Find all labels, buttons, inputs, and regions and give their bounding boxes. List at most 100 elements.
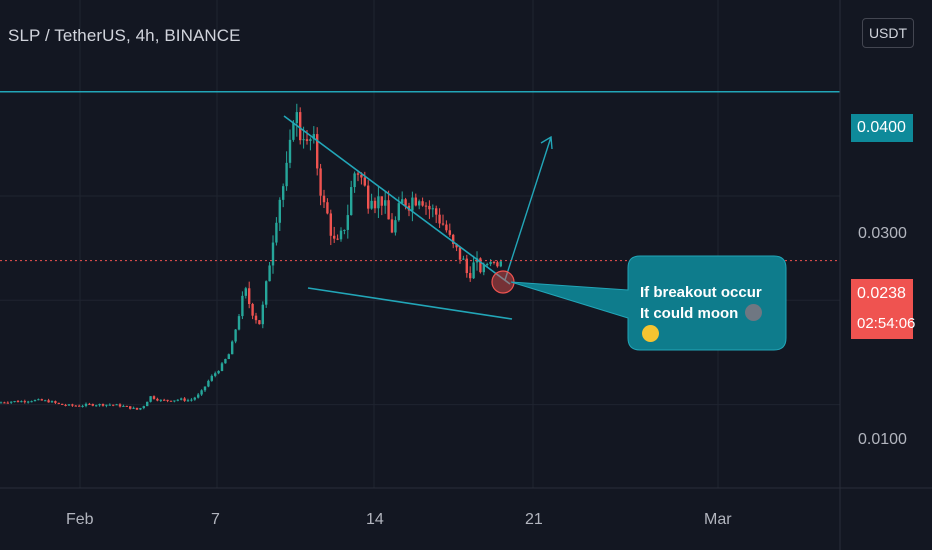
- chart-grid: [0, 0, 840, 488]
- candle-body: [122, 405, 125, 407]
- candle-body: [135, 407, 139, 410]
- candle-body: [265, 281, 268, 305]
- candle-body: [220, 363, 224, 371]
- candle-body: [469, 273, 472, 279]
- candle-body: [67, 404, 71, 406]
- candle-body: [163, 399, 166, 401]
- time-tick-feb: Feb: [66, 511, 94, 528]
- candle-body: [3, 402, 6, 404]
- candle-body: [139, 408, 142, 410]
- candle-body: [84, 403, 88, 406]
- candle-body: [401, 199, 404, 204]
- candle-body: [295, 112, 298, 124]
- candle-body: [129, 406, 132, 409]
- candle-body: [404, 199, 407, 206]
- candle-body: [241, 295, 244, 317]
- breakout-arrow-head: [540, 135, 553, 150]
- candle-body: [207, 380, 210, 387]
- candle-body: [237, 316, 241, 330]
- candle-body: [445, 224, 448, 231]
- candle-body: [312, 134, 315, 140]
- currency-button[interactable]: USDT: [862, 18, 914, 48]
- breakout-arrow: [504, 136, 552, 281]
- candle-body: [492, 261, 496, 263]
- candle-body: [367, 185, 370, 209]
- candle-body: [472, 262, 475, 279]
- candle-body: [424, 205, 428, 207]
- candle-body: [183, 398, 186, 401]
- candle-body: [234, 329, 237, 342]
- candle-body: [343, 229, 346, 231]
- candle-body: [455, 243, 458, 248]
- candle-body: [40, 399, 43, 401]
- candle-body: [47, 400, 50, 403]
- candle-body: [54, 401, 57, 403]
- candle-body: [288, 139, 292, 163]
- candle-body: [384, 200, 387, 206]
- candle-body: [210, 375, 213, 381]
- candle-body: [81, 405, 84, 407]
- annotation-line-2-wrap: It could moon: [640, 303, 780, 345]
- candle-body: [271, 242, 275, 266]
- candle-body: [95, 405, 98, 407]
- candle-body: [390, 219, 394, 233]
- candle-body: [115, 404, 118, 406]
- candle-body: [302, 139, 305, 141]
- candle-body: [173, 400, 176, 402]
- candle-body: [57, 402, 60, 404]
- candle-body: [132, 407, 135, 409]
- candle-body: [370, 200, 373, 209]
- candle-body: [33, 399, 37, 402]
- time-tick-21: 21: [525, 511, 543, 528]
- candle-body: [305, 139, 309, 141]
- candle-body: [180, 398, 183, 400]
- lower-trendline: [307, 287, 513, 320]
- candle-body: [254, 315, 258, 321]
- candlestick-series: [0, 103, 502, 411]
- candle-body: [458, 247, 462, 260]
- candle-body: [268, 265, 271, 282]
- candle-body: [360, 174, 363, 178]
- candle-body: [319, 168, 322, 196]
- candle-body: [146, 401, 149, 407]
- candle-body: [142, 406, 145, 409]
- candle-body: [244, 288, 247, 296]
- candle-body: [169, 400, 173, 402]
- candle-body: [44, 400, 47, 402]
- annotation-line-1: If breakout occur: [640, 284, 762, 301]
- candle-body: [27, 401, 30, 403]
- symbol-title: SLP / TetherUS, 4h, BINANCE: [8, 26, 241, 45]
- candle-body: [309, 139, 312, 141]
- candle-body: [30, 401, 33, 403]
- last-price-tag: 0.0238: [851, 279, 913, 309]
- candle-body: [13, 401, 16, 403]
- candle-body: [23, 401, 26, 403]
- candle-body: [6, 402, 9, 404]
- candle-body: [462, 258, 465, 260]
- candle-body: [224, 359, 227, 364]
- candle-body: [394, 220, 397, 233]
- level-price-tag: 0.0400: [851, 114, 913, 142]
- price-tick-0300: 0.0300: [858, 225, 907, 242]
- candle-body: [421, 201, 424, 206]
- candle-body: [61, 403, 64, 405]
- candle-body: [282, 186, 285, 200]
- candle-body: [88, 403, 91, 405]
- annotation-line-2: It could moon: [640, 305, 739, 322]
- candle-body: [200, 390, 203, 395]
- candle-body: [251, 304, 254, 316]
- candle-body: [448, 230, 451, 235]
- candle-body: [16, 401, 20, 403]
- candle-body: [346, 215, 349, 230]
- candle-body: [118, 404, 122, 407]
- candle-body: [489, 261, 492, 265]
- candle-body: [292, 123, 295, 140]
- candle-body: [248, 288, 251, 305]
- candle-body: [377, 196, 380, 209]
- candle-body: [465, 258, 468, 274]
- candle-body: [278, 199, 281, 223]
- candle-body: [91, 404, 94, 406]
- candle-body: [10, 401, 13, 403]
